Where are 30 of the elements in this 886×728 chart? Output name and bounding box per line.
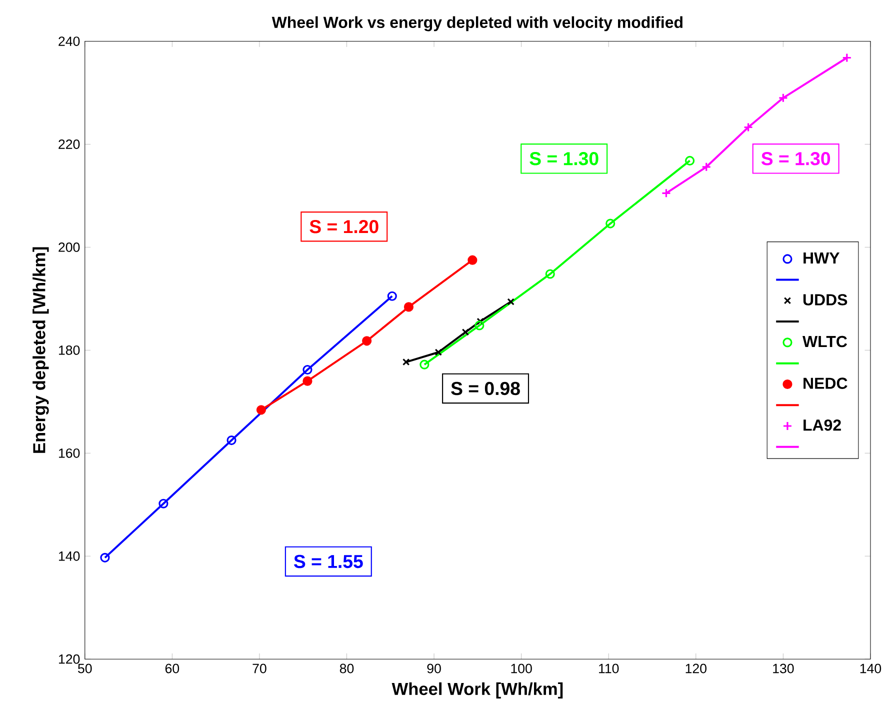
y-tick-label: 180 xyxy=(58,345,80,355)
legend-label: UDDS xyxy=(803,294,848,306)
legend-label: NEDC xyxy=(804,378,848,389)
annotation: S = 1.30 xyxy=(530,152,598,166)
legend-label: WLTC xyxy=(802,336,848,348)
x-axis-title: Wheel Work [Wh/km] xyxy=(392,682,563,699)
x-tick-label: 80 xyxy=(340,664,354,674)
x-tick-label: 100 xyxy=(511,664,532,674)
x-tick-label: 50 xyxy=(78,664,92,674)
x-tick-label: 70 xyxy=(252,664,266,674)
annotation: S = 1.20 xyxy=(310,220,378,234)
y-tick-label: 200 xyxy=(58,242,80,252)
annotation: S = 0.98 xyxy=(451,382,520,396)
x-tick-label: 120 xyxy=(686,664,706,674)
y-axis-title: Energy depleted [Wh/km] xyxy=(32,247,49,453)
y-tick-label: 140 xyxy=(58,551,80,561)
annotation: S = 1.55 xyxy=(294,554,363,568)
x-tick-label: 130 xyxy=(773,664,794,674)
legend-label: LA92 xyxy=(804,419,841,431)
legend-label: HWY xyxy=(804,252,840,264)
y-tick-label: 240 xyxy=(58,36,80,46)
y-tick-label: 220 xyxy=(58,140,80,149)
chart-title: Wheel Work vs energy depleted with velocity modified xyxy=(272,16,682,32)
y-tick-label: 120 xyxy=(58,654,80,664)
x-tick-label: 60 xyxy=(165,664,180,674)
x-tick-label: 110 xyxy=(599,664,619,674)
x-tick-label: 90 xyxy=(427,664,441,674)
annotation: S = 1.30 xyxy=(761,152,830,166)
x-tick-label: 140 xyxy=(860,664,882,674)
y-tick-label: 160 xyxy=(58,448,80,458)
